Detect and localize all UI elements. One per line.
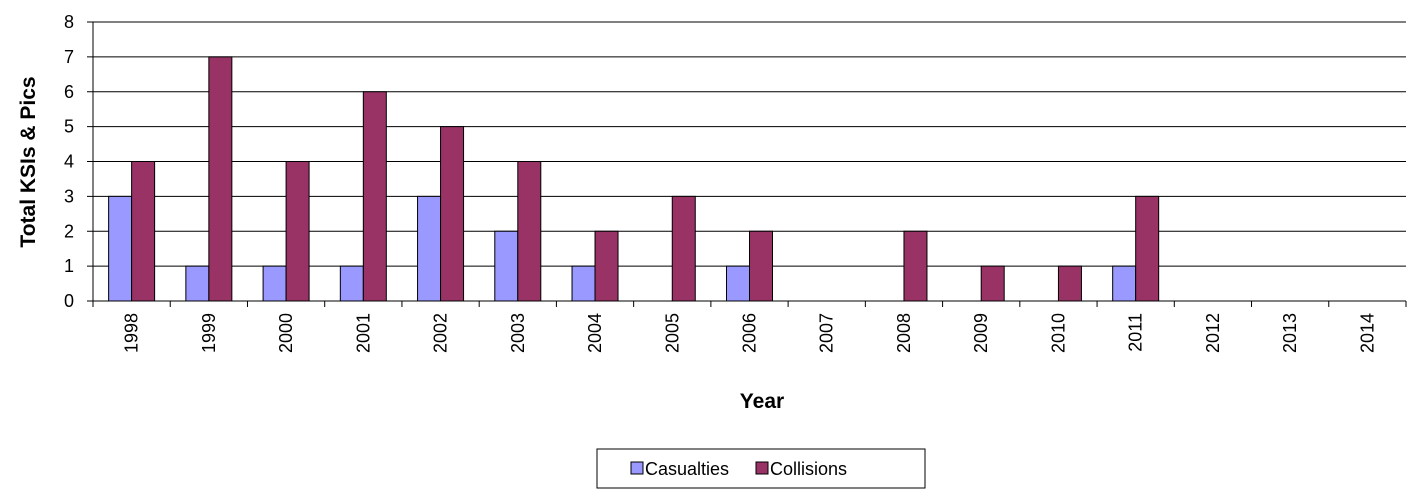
bar-collisions-2011 [1135, 195, 1160, 302]
legend-box [596, 448, 926, 489]
legend-label-collisions: Collisions [770, 459, 847, 479]
bar-collisions-2003 [517, 161, 542, 302]
x-tick-label: 2000 [276, 313, 296, 353]
x-tick-labels: 1998 1999 2000 2001 2002 2003 2004 2005 2006 2007… [92, 301, 1407, 353]
y-tick-label: 2 [64, 221, 74, 241]
bar-collisions-2009 [980, 265, 1005, 302]
legend-swatch-collisions [755, 461, 769, 475]
bar-casualties-2003 [494, 230, 519, 302]
y-tick-label: 1 [64, 256, 74, 276]
bar-casualties-1998 [108, 195, 133, 302]
bar-collisions-2000 [285, 161, 310, 302]
y-tick-label: 3 [64, 186, 74, 206]
bar-casualties-1999 [185, 265, 210, 302]
bar-collisions-2010 [1057, 265, 1082, 302]
y-tick-label: 6 [64, 82, 74, 102]
axes [92, 22, 1406, 302]
y-tick-label: 7 [64, 47, 74, 67]
x-tick-label: 2014 [1357, 313, 1377, 353]
bar-collisions-2001 [362, 91, 387, 302]
x-tick-label: 1998 [122, 313, 142, 353]
gridlines [87, 21, 1406, 302]
x-tick-label: 2011 [1126, 313, 1146, 352]
x-axis-title: Year [740, 390, 784, 413]
y-tick-label: 4 [64, 152, 74, 172]
bar-collisions-2008 [903, 230, 928, 302]
bar-casualties-2002 [417, 195, 442, 302]
x-tick-label: 2006 [740, 313, 760, 353]
x-tick-label: 2001 [353, 313, 373, 353]
bar-collisions-2006 [749, 230, 773, 302]
y-tick-label: 0 [64, 291, 74, 311]
x-tick-label: 2010 [1048, 313, 1068, 353]
y-tick-labels: 0 1 2 3 4 5 6 7 8 [64, 12, 74, 311]
x-tick-label: 1999 [199, 313, 219, 353]
x-tick-label: 2007 [817, 313, 837, 353]
x-tick-label: 2002 [431, 313, 451, 353]
bar-casualties-2011 [1112, 265, 1137, 302]
bar-collisions-1998 [131, 161, 156, 302]
y-axis-title: Total KSIs & Pics [17, 76, 40, 247]
x-tick-label: 2012 [1203, 313, 1223, 353]
bar-casualties-2000 [262, 265, 287, 302]
bar-collisions-1999 [208, 56, 233, 302]
x-tick-label: 2003 [508, 313, 528, 353]
y-tick-label: 5 [64, 117, 74, 137]
bar-collisions-2005 [671, 195, 696, 302]
legend-label-casualties: Casualties [645, 459, 729, 479]
x-tick-label: 2009 [971, 313, 991, 353]
y-tick-label: 8 [64, 12, 74, 32]
x-tick-label: 2013 [1280, 313, 1300, 353]
legend: Casualties Collisions [596, 448, 926, 489]
legend-swatch-casualties [630, 461, 644, 475]
x-tick-label: 2008 [894, 313, 914, 353]
bar-collisions-2004 [594, 230, 619, 302]
x-tick-label: 2004 [585, 313, 605, 353]
bar-collisions-2002 [440, 126, 465, 302]
bars [108, 56, 1160, 302]
bar-casualties-2004 [571, 265, 596, 302]
bar-casualties-2006 [726, 265, 750, 302]
bar-casualties-2001 [339, 265, 364, 302]
x-tick-label: 2005 [662, 313, 682, 353]
